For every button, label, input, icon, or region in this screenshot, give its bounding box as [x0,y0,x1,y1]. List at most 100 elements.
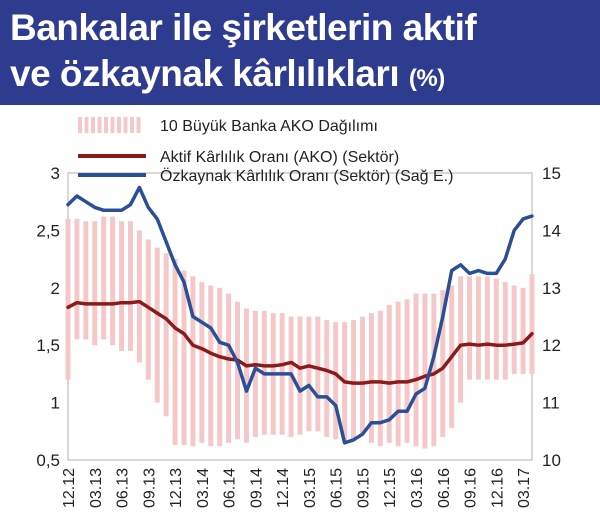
x-axis-tick-label: 12.16 [489,468,506,508]
range-bar [208,285,214,447]
legend-range-swatch [117,117,121,133]
range-bar [324,319,330,438]
x-axis-tick-label: 12.12 [61,468,78,508]
x-axis-tick-label: 09.13 [141,468,158,508]
x-axis-tick-label: 03.14 [195,468,212,508]
page-title-line-2: ve özkaynak kârlılıkları (%) [10,52,445,101]
legend: 10 Büyük Banka AKO Dağılımı Aktif Kârlılı… [78,117,453,185]
ako-line [66,299,534,385]
range-bar [395,301,401,447]
right-axis-tick-label: 15 [542,164,561,183]
profitability-chart: 0,5 1 1,5 2 2,5 3 10 11 12 13 14 15 12.12 03.13 06.13 0… [36,117,561,508]
right-axis-tick-label: 12 [542,336,561,355]
legend-range-swatch [91,117,95,133]
range-bar [101,216,107,340]
x-axis-tick-label: 12.14 [275,468,292,508]
range-bar [199,282,205,443]
legend-label-oko: Özkaynak Kârlılık Oranı (Sektör) (Sağ E.… [160,167,453,185]
legend-range-swatch [97,117,102,133]
range-bars [65,216,535,449]
range-bar [154,247,160,403]
range-bar [252,310,258,438]
range-bar [136,230,142,363]
x-axis-tick-label: 06.13 [115,468,132,508]
x-axis-tick-label: 12.13 [168,468,185,508]
range-bar [74,218,80,340]
legend-range-swatch [110,117,115,133]
range-bar [458,276,464,403]
title-banner: Bankalar ile şirketlerin aktif ve özkayn… [0,0,600,105]
range-bar [529,274,535,374]
legend-range-swatch [78,117,82,133]
right-axis-tick-label: 11 [542,394,560,413]
range-bar [511,285,517,374]
axes: 0,5 1 1,5 2 2,5 3 10 11 12 13 14 15 12.12 03.13 06.13 0… [36,164,561,508]
range-bar [484,276,490,380]
range-bar [431,293,437,447]
x-axis-tick-label: 09.16 [463,468,480,508]
range-bar [226,293,232,443]
page-title-line-1: Bankalar ile şirketlerin aktif [10,7,477,48]
x-axis-tick-label: 03.17 [516,468,533,508]
x-axis-tick-label: 03.15 [302,468,319,508]
range-bar [119,221,125,351]
range-bar [306,316,312,432]
right-axis-tick-label: 10 [542,451,561,470]
legend-range-swatch [130,117,134,133]
legend-label-range: 10 Büyük Banka AKO Dağılımı [160,118,378,135]
range-bar [235,301,241,440]
title-unit: (%) [408,65,445,92]
x-axis-tick-label: 06.14 [222,468,239,508]
left-axis-tick-label: 3 [51,164,60,183]
range-bar [413,293,419,447]
range-bar [243,308,249,443]
range-bar [83,221,89,340]
x-axis-tick-label: 03.16 [409,468,426,508]
x-axis-tick-label: 03.13 [88,468,105,508]
page-title-line-2-text: ve özkaynak kârlılıkları [10,53,400,94]
series-lines [66,185,534,445]
range-bar [315,316,321,432]
range-bar [333,322,339,440]
legend-range-swatch [104,117,108,133]
oko-line [66,185,534,445]
range-bar [127,221,133,351]
x-axis-tick-label: 09.14 [248,468,265,508]
x-axis-tick-label: 12.15 [382,468,399,508]
range-bar [422,293,428,449]
range-bar [217,287,223,447]
range-bar [65,218,71,380]
legend-range-swatch [136,117,141,133]
x-axis-tick-label: 06.16 [436,468,453,508]
x-axis-tick-label: 06.15 [329,468,346,508]
range-bar [404,299,410,443]
range-bar [181,270,187,446]
left-axis-tick-label: 2 [51,279,60,298]
legend-label-ako: Aktif Kârlılık Oranı (AKO) (Sektör) [160,149,399,166]
range-bar [368,313,374,443]
range-bar [475,276,481,380]
range-bar [351,319,357,440]
range-bar [297,316,303,435]
left-axis-tick-label: 2,5 [36,221,60,240]
range-bar [493,278,499,380]
range-bar [163,253,169,417]
range-bar [92,221,98,346]
right-axis-tick-label: 13 [542,279,561,298]
legend-range-swatch [123,117,128,133]
range-bar [467,276,473,380]
range-bar [359,316,365,435]
range-bar [172,259,178,446]
left-axis-tick-label: 1,5 [36,336,60,355]
left-axis-tick-label: 0,5 [36,451,60,470]
range-bar [440,290,446,438]
x-axis-tick-label: 09.15 [355,468,372,508]
legend-range-swatch [84,117,89,133]
range-bar [190,276,196,447]
range-bar [520,287,526,374]
range-bar [145,239,151,380]
range-bar [502,282,508,380]
left-axis-tick-label: 1 [51,394,60,413]
range-bar [377,310,383,447]
right-axis-tick-label: 14 [542,221,561,240]
